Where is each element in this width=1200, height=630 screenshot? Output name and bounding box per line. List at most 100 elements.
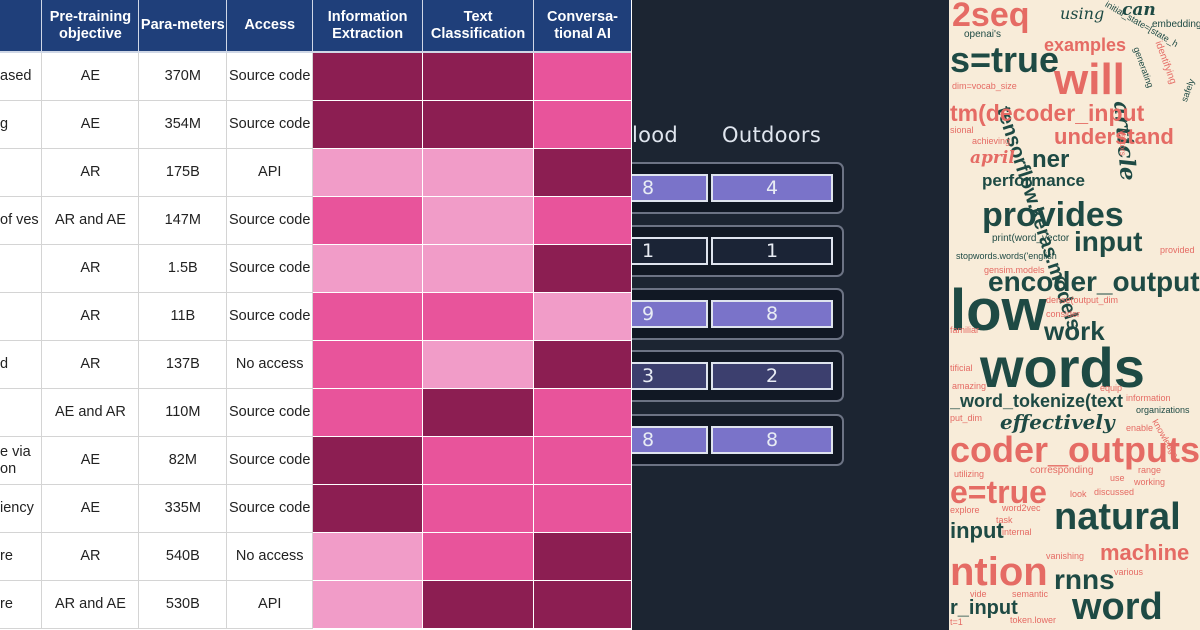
word-cloud-word: tm(decoder_input (950, 100, 1145, 126)
word-cloud-word: token.lower (1010, 615, 1057, 625)
table-row: AR 11B Source code (0, 292, 632, 341)
model-name-cell: e via on (0, 436, 43, 485)
word-cloud-word: coder_outputs (950, 429, 1200, 470)
header-parameters-label: Para-meters (140, 17, 225, 33)
header-information-extraction-label: Information Extraction (327, 8, 408, 42)
word-cloud-word: achieving (972, 136, 1011, 146)
word-cloud-word: range (1138, 465, 1162, 475)
word-cloud-word: organizations (1136, 405, 1190, 415)
conversational-ai-heat-cell (533, 148, 632, 197)
access-cell: Source code (226, 196, 314, 245)
word-cloud-word: enable (1126, 423, 1154, 433)
word-cloud-word: can (1122, 0, 1156, 20)
access-cell: Source code (226, 100, 314, 149)
word-cloud-word: use (1110, 473, 1125, 483)
parameters-cell: 354M (138, 100, 228, 149)
conversational-ai-heat-cell (533, 292, 632, 341)
model-comparison-table: Pre-training objective Para-meters Acces… (0, 0, 632, 629)
text-classification-heat-cell (422, 580, 535, 629)
objective-cell: AE (41, 436, 140, 485)
word-cloud-word: discussed (1094, 487, 1135, 497)
text-classification-heat-cell (422, 340, 535, 389)
word-cloud-word: consider (1046, 309, 1081, 319)
objective-cell: AR and AE (41, 196, 140, 245)
scoreboard-row: 8 8 (632, 414, 844, 466)
header-parameters: Para-meters (138, 0, 228, 53)
word-cloud-word: using (1060, 4, 1105, 23)
access-cell: API (226, 148, 314, 197)
word-cloud-word: r_input (950, 597, 1018, 619)
conversational-ai-heat-cell (533, 532, 632, 581)
table-header-row: Pre-training objective Para-meters Acces… (0, 0, 632, 53)
word-cloud-word: 2seq (952, 0, 1030, 34)
parameters-cell: 370M (138, 52, 228, 101)
word-cloud-word: embedding (1152, 19, 1200, 30)
word-cloud-word: low (950, 278, 1047, 343)
word-cloud-word: april (970, 148, 1015, 168)
objective-cell: AR and AE (41, 580, 140, 629)
word-cloud-word: vide (970, 589, 987, 599)
word-cloud-word: input (1074, 226, 1143, 257)
word-cloud-word: provided (1160, 245, 1195, 255)
score-outdoors-value: 8 (711, 300, 833, 328)
word-cloud-word: equip (1100, 383, 1123, 393)
table-row: re AR and AE 530B API (0, 580, 632, 629)
text-classification-heat-cell (422, 244, 535, 293)
header-access: Access (226, 0, 314, 53)
word-cloud-word: put_dim (950, 413, 983, 423)
information-extraction-heat-cell (312, 292, 424, 341)
score-left-value: 8 (632, 174, 708, 202)
model-name-cell: iency (0, 484, 43, 533)
text-classification-heat-cell (422, 100, 535, 149)
conversational-ai-heat-cell (533, 484, 632, 533)
conversational-ai-heat-cell (533, 388, 632, 437)
objective-cell: AE (41, 52, 140, 101)
access-cell: Source code (226, 52, 314, 101)
scoreboard-row: 3 2 (632, 350, 844, 402)
word-cloud-word: effectively (1000, 410, 1115, 434)
access-cell: No access (226, 340, 314, 389)
header-conversational-ai-label: Conversa-tional AI (547, 8, 618, 42)
score-left-value: 9 (632, 300, 708, 328)
word-cloud-word: machine (1100, 540, 1190, 565)
word-cloud-word: input (950, 518, 1004, 543)
header-information-extraction: Information Extraction (312, 0, 424, 53)
parameters-cell: 1.5B (138, 244, 228, 293)
information-extraction-heat-cell (312, 244, 424, 293)
table-row: of ves AR and AE 147M Source code (0, 196, 632, 245)
header-pretraining-objective-label: Pre-training objective (49, 8, 132, 42)
scoreboard-row: 8 4 (632, 162, 844, 214)
information-extraction-heat-cell (312, 532, 424, 581)
objective-cell: AR (41, 148, 140, 197)
word-cloud-word: familiar (950, 325, 980, 335)
access-cell: Source code (226, 436, 314, 485)
parameters-cell: 530B (138, 580, 228, 629)
parameters-cell: 137B (138, 340, 228, 389)
model-name-cell: re (0, 532, 43, 581)
word-cloud-word: examples (1044, 35, 1127, 55)
objective-cell: AR (41, 244, 140, 293)
word-cloud-word: vectors (1118, 130, 1127, 156)
parameters-cell: 540B (138, 532, 228, 581)
access-cell: Source code (226, 484, 314, 533)
parameters-cell: 175B (138, 148, 228, 197)
scoreboard-panel: lood Outdoors 8 4 1 1 9 8 3 2 8 8 (632, 0, 950, 630)
access-cell: No access (226, 532, 314, 581)
information-extraction-heat-cell (312, 52, 424, 101)
scoreboard-header-left: lood (632, 123, 679, 147)
word-cloud-word: s=true (950, 39, 1060, 80)
word-cloud-word: word2vec (1002, 503, 1041, 513)
table-row: ased AE 370M Source code (0, 52, 632, 101)
parameters-cell: 147M (138, 196, 228, 245)
score-left-value: 1 (632, 237, 708, 265)
information-extraction-heat-cell (312, 148, 424, 197)
table-row: AR 1.5B Source code (0, 244, 632, 293)
word-cloud-word: dim=vocab_size (952, 81, 1017, 91)
word-cloud-word: ntion (950, 550, 1048, 594)
header-text-classification-label: Text Classification (430, 8, 526, 42)
header-text-classification: Text Classification (422, 0, 535, 53)
word-cloud-word: generating (1131, 45, 1156, 90)
word-cloud-word: utilizing (954, 469, 985, 479)
word-cloud-word: work (1044, 316, 1105, 346)
model-comparison-table-panel: Pre-training objective Para-meters Acces… (0, 0, 632, 630)
